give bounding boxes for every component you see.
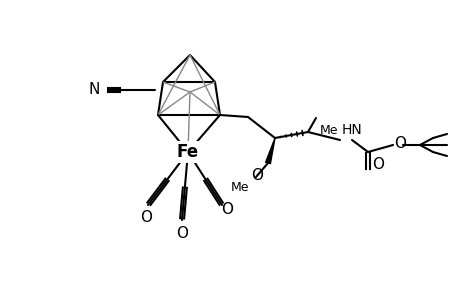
Text: HN: HN [341,123,362,137]
Text: Me: Me [319,124,338,137]
Polygon shape [265,138,274,164]
Text: O: O [371,157,383,172]
Text: O: O [251,168,263,183]
Text: Me: Me [230,181,248,194]
Text: N: N [89,82,100,97]
Text: O: O [220,202,233,217]
Text: O: O [393,136,405,151]
Text: Fe: Fe [177,143,199,161]
Text: O: O [140,211,151,226]
Text: O: O [176,226,188,241]
